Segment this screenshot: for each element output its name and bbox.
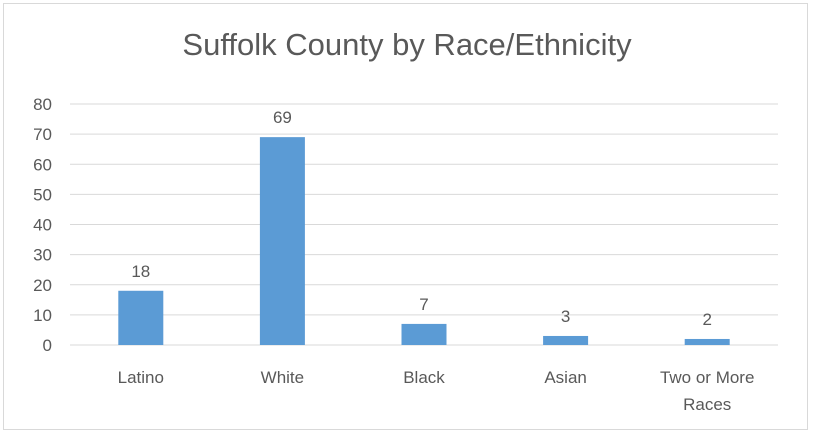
y-tick-label: 20 [33, 276, 52, 295]
bar-two-or-more-races [684, 338, 730, 345]
y-tick-label: 60 [33, 155, 52, 174]
chart-title: Suffolk County by Race/Ethnicity [182, 27, 632, 62]
data-label: 69 [273, 108, 292, 127]
x-tick-label: Races [683, 395, 731, 414]
data-label: 3 [561, 307, 570, 326]
y-tick-label: 40 [33, 216, 52, 235]
x-tick-label: Two or More [660, 368, 754, 387]
x-tick-label: White [261, 368, 304, 387]
bar-latino [118, 290, 164, 345]
x-axis-ticks: Latino White Black Asian Two or More Races [118, 368, 755, 414]
x-tick-label: Latino [118, 368, 164, 387]
data-labels: 18 69 7 3 2 [131, 108, 712, 329]
y-tick-label: 10 [33, 306, 52, 325]
bar-white [259, 137, 305, 345]
data-label: 7 [419, 295, 428, 314]
y-tick-label: 30 [33, 246, 52, 265]
y-tick-label: 0 [43, 336, 52, 355]
bar-asian [543, 335, 589, 345]
bar-black [401, 323, 447, 345]
y-axis-ticks: 0 10 20 30 40 50 60 70 80 [33, 95, 52, 355]
y-tick-label: 70 [33, 125, 52, 144]
data-label: 18 [131, 262, 150, 281]
y-tick-label: 80 [33, 95, 52, 114]
chart-frame [3, 3, 808, 430]
x-tick-label: Black [403, 368, 445, 387]
gridlines [70, 103, 778, 346]
x-tick-label: Asian [544, 368, 587, 387]
y-tick-label: 50 [33, 185, 52, 204]
bars [118, 137, 730, 345]
data-label: 2 [702, 310, 711, 329]
